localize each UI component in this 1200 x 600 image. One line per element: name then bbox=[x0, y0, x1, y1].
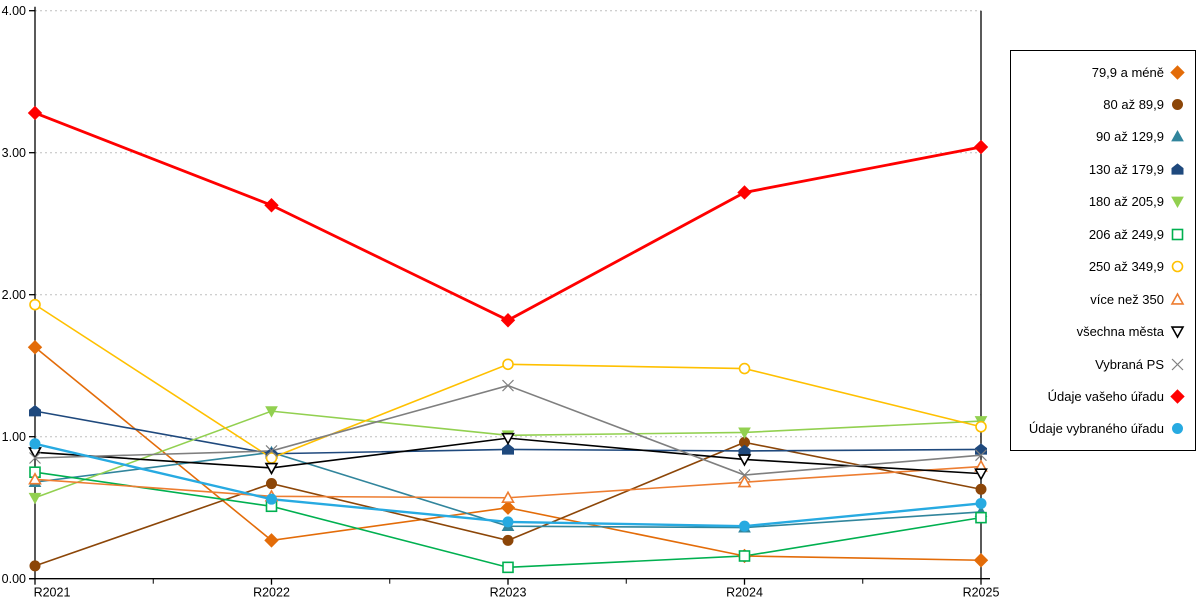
legend-item-2: 80 až 89,9 bbox=[1019, 96, 1187, 112]
series-markers bbox=[29, 298, 987, 464]
series-line bbox=[34, 111, 982, 322]
legend-item-11: Údaje vašeho úřadu bbox=[1019, 389, 1187, 405]
chart-legend: 79,9 a méně 80 až 89,9 90 až 129,9 130 až 1… bbox=[1010, 50, 1196, 451]
triangle-up-marker-icon bbox=[1171, 130, 1184, 142]
series-markers bbox=[28, 432, 988, 481]
legend-item-10: Vybraná PS bbox=[1019, 356, 1187, 372]
legend-item-label: 80 až 89,9 bbox=[1103, 96, 1164, 112]
legend-item-5: 180 až 205,9 bbox=[1019, 194, 1187, 210]
x-tick-label: R2025 bbox=[963, 586, 1000, 600]
legend-item-3: 90 až 129,9 bbox=[1019, 129, 1187, 145]
circle-marker-icon bbox=[1171, 260, 1184, 273]
circle-marker-icon bbox=[1172, 423, 1183, 435]
y-tick-label: 0.00 bbox=[2, 572, 26, 586]
y-tick-label: 1.00 bbox=[2, 430, 26, 444]
legend-item-label: 79,9 a méně bbox=[1091, 64, 1164, 80]
square-marker-icon bbox=[1171, 228, 1184, 241]
legend-item-label: Údaje vašeho úřadu bbox=[1047, 389, 1164, 405]
x-marker-icon bbox=[1171, 358, 1184, 371]
legend-item-label: 130 až 179,9 bbox=[1088, 161, 1164, 177]
x-tick-label: R2022 bbox=[253, 586, 290, 600]
x-tick-label: R2024 bbox=[726, 586, 763, 600]
legend-item-12: Údaje vybraného úřadu bbox=[1019, 421, 1187, 437]
diamond-marker-icon bbox=[1170, 389, 1185, 404]
legend-item-4: 130 až 179,9 bbox=[1019, 161, 1187, 177]
legend-item-label: Vybraná PS bbox=[1095, 356, 1164, 372]
legend-item-label: více než 350 bbox=[1090, 291, 1164, 307]
legend-item-label: 206 až 249,9 bbox=[1088, 226, 1164, 242]
series-markers bbox=[29, 436, 987, 572]
series-markers bbox=[29, 438, 987, 532]
legend-item-9: všechna města bbox=[1019, 324, 1187, 340]
legend-item-label: Údaje vybraného úřadu bbox=[1028, 421, 1164, 437]
diamond-marker-icon bbox=[1170, 64, 1185, 80]
legend-item-label: 90 až 129,9 bbox=[1096, 129, 1164, 145]
x-tick-label: R2023 bbox=[490, 586, 527, 600]
triangle-down-marker-icon bbox=[1170, 326, 1185, 339]
y-tick-label: 4.00 bbox=[2, 4, 26, 18]
legend-item-label: 180 až 205,9 bbox=[1088, 194, 1164, 210]
series-markers bbox=[29, 379, 987, 481]
x-tick-label: R2021 bbox=[34, 586, 71, 600]
circle-marker-icon bbox=[1172, 98, 1183, 110]
legend-item-8: více než 350 bbox=[1019, 291, 1187, 307]
series-markers bbox=[27, 105, 989, 328]
triangle-up-marker-icon bbox=[1170, 292, 1185, 305]
legend-item-label: 250 až 349,9 bbox=[1088, 259, 1164, 275]
legend-item-1: 79,9 a méně bbox=[1019, 64, 1187, 80]
triangle-down-marker-icon bbox=[1171, 196, 1184, 209]
legend-item-7: 250 až 349,9 bbox=[1019, 259, 1187, 275]
y-tick-label: 3.00 bbox=[2, 146, 26, 160]
y-tick-label: 2.00 bbox=[2, 288, 26, 302]
legend-item-label: všechna města bbox=[1076, 324, 1164, 340]
legend-item-6: 206 až 249,9 bbox=[1019, 226, 1187, 242]
pentagon-marker-icon bbox=[1171, 163, 1184, 175]
